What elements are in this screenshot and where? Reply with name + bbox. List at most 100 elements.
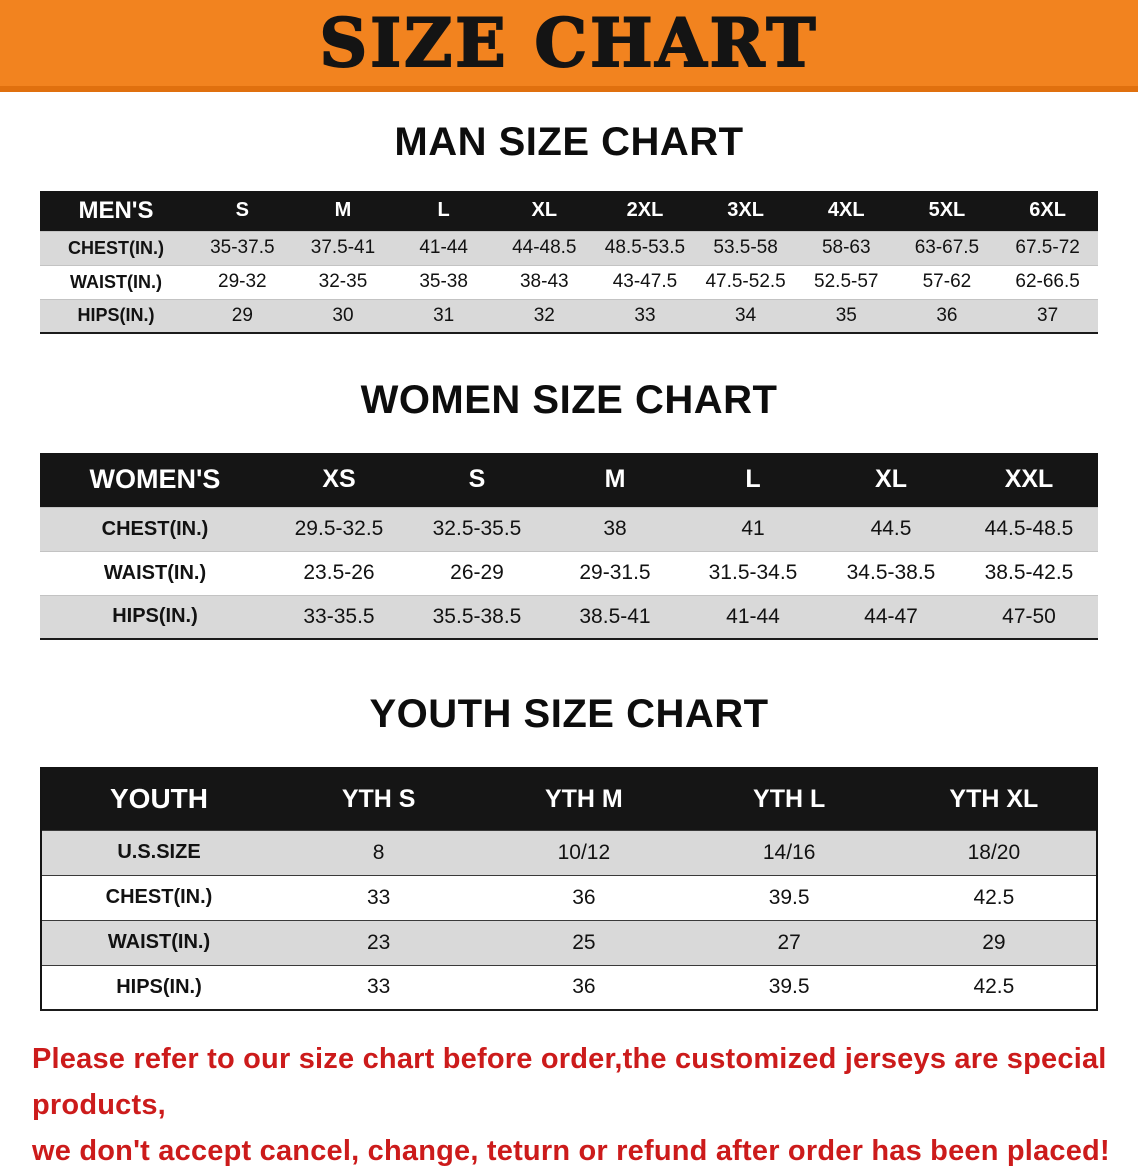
women-section: WOMEN SIZE CHART WOMEN'S XS S M L XL XXL CHEST(… <box>0 378 1138 640</box>
value-cell: 48.5-53.5 <box>594 230 696 265</box>
men-section: MAN SIZE CHART MEN'S S M L XL 2XL 3XL 4XL 5XL 6XL… <box>0 120 1138 334</box>
footer-note: Please refer to our size chart before or… <box>32 1037 1110 1174</box>
table-row: CHEST(IN.) 33 36 39.5 42.5 <box>41 874 1097 920</box>
value-cell: 53.5-58 <box>695 230 796 265</box>
size-header-cell: 6XL <box>997 191 1098 231</box>
table-row: WAIST(IN.) 23 25 27 29 <box>41 919 1097 965</box>
value-cell: 44.5-48.5 <box>960 506 1098 551</box>
value-cell: 35 <box>795 298 897 333</box>
size-header-cell: XXL <box>960 453 1098 507</box>
value-cell: 32-35 <box>292 264 394 299</box>
value-cell: 32.5-35.5 <box>408 506 546 551</box>
row-label-cell: HIPS(IN.) <box>41 964 276 1010</box>
value-cell: 47-50 <box>960 594 1098 639</box>
value-cell: 33 <box>276 964 482 1010</box>
row-label-cell: HIPS(IN.) <box>40 298 192 333</box>
value-cell: 34 <box>695 298 796 333</box>
value-cell: 36 <box>896 298 998 333</box>
value-cell: 44.5 <box>822 506 960 551</box>
value-cell: 41-44 <box>393 230 494 265</box>
table-header-row: WOMEN'S XS S M L XL XXL <box>40 453 1098 507</box>
value-cell: 35-38 <box>393 264 494 299</box>
value-cell: 31 <box>393 298 494 333</box>
youth-section: YOUTH SIZE CHART YOUTH YTH S YTH M YTH L YTH… <box>0 692 1138 1011</box>
row-label-cell: WAIST(IN.) <box>41 919 276 965</box>
row-label-cell: WAIST(IN.) <box>40 264 192 299</box>
value-cell: 23 <box>276 919 482 965</box>
value-cell: 52.5-57 <box>795 264 897 299</box>
value-cell: 67.5-72 <box>997 230 1098 265</box>
table-header-row: MEN'S S M L XL 2XL 3XL 4XL 5XL 6XL <box>40 191 1098 231</box>
value-cell: 36 <box>481 964 687 1010</box>
banner: SIZE CHART <box>0 0 1138 92</box>
table-title-cell: WOMEN'S <box>40 453 270 507</box>
size-header-cell: XL <box>493 191 595 231</box>
size-header-cell: S <box>192 191 293 231</box>
table-header-row: YOUTH YTH S YTH M YTH L YTH XL <box>41 768 1097 830</box>
size-header-cell: S <box>408 453 546 507</box>
value-cell: 38.5-42.5 <box>960 550 1098 595</box>
row-label-cell: CHEST(IN.) <box>40 506 270 551</box>
table-row: WAIST(IN.) 23.5-26 26-29 29-31.5 31.5-34.5 34… <box>40 550 1098 595</box>
youth-size-table: YOUTH YTH S YTH M YTH L YTH XL U.S.SIZE 8 10/12… <box>40 767 1098 1011</box>
value-cell: 36 <box>481 874 687 920</box>
size-header-cell: L <box>684 453 822 507</box>
table-row: HIPS(IN.) 33-35.5 35.5-38.5 38.5-41 41-44 44-… <box>40 594 1098 639</box>
women-size-chart-heading: WOMEN SIZE CHART <box>360 378 778 422</box>
row-label-cell: CHEST(IN.) <box>41 874 276 920</box>
value-cell: 39.5 <box>686 964 892 1010</box>
value-cell: 34.5-38.5 <box>822 550 960 595</box>
value-cell: 39.5 <box>686 874 892 920</box>
size-header-cell: M <box>546 453 684 507</box>
value-cell: 37.5-41 <box>292 230 394 265</box>
size-header-cell: XL <box>822 453 960 507</box>
row-label-cell: CHEST(IN.) <box>40 230 192 265</box>
footer-note-line1: Please refer to our size chart before or… <box>32 1043 1107 1121</box>
value-cell: 10/12 <box>481 829 687 875</box>
value-cell: 29-32 <box>192 264 293 299</box>
value-cell: 57-62 <box>896 264 998 299</box>
value-cell: 33 <box>594 298 696 333</box>
size-chart-title: SIZE CHART <box>319 3 819 83</box>
value-cell: 33 <box>276 874 482 920</box>
value-cell: 31.5-34.5 <box>684 550 822 595</box>
value-cell: 42.5 <box>891 874 1097 920</box>
table-title-cell: YOUTH <box>41 768 276 830</box>
table-row: U.S.SIZE 8 10/12 14/16 18/20 <box>41 829 1097 875</box>
value-cell: 58-63 <box>795 230 897 265</box>
value-cell: 38-43 <box>493 264 595 299</box>
value-cell: 42.5 <box>891 964 1097 1010</box>
table-row: HIPS(IN.) 29 30 31 32 33 34 35 36 37 <box>40 298 1098 333</box>
women-size-table: WOMEN'S XS S M L XL XXL CHEST(IN.) 29.5-32.5 32.5… <box>40 453 1098 640</box>
value-cell: 27 <box>686 919 892 965</box>
value-cell: 44-48.5 <box>493 230 595 265</box>
youth-size-chart-heading: YOUTH SIZE CHART <box>369 692 769 736</box>
value-cell: 30 <box>292 298 394 333</box>
value-cell: 14/16 <box>686 829 892 875</box>
value-cell: 18/20 <box>891 829 1097 875</box>
value-cell: 37 <box>997 298 1098 333</box>
value-cell: 47.5-52.5 <box>695 264 796 299</box>
value-cell: 23.5-26 <box>270 550 408 595</box>
men-size-table: MEN'S S M L XL 2XL 3XL 4XL 5XL 6XL CHEST(IN.) 35-37… <box>40 191 1098 334</box>
table-title-cell: MEN'S <box>40 191 192 231</box>
size-header-cell: M <box>292 191 394 231</box>
value-cell: 35-37.5 <box>192 230 293 265</box>
size-header-cell: XS <box>270 453 408 507</box>
value-cell: 25 <box>481 919 687 965</box>
value-cell: 63-67.5 <box>896 230 998 265</box>
row-label-cell: WAIST(IN.) <box>40 550 270 595</box>
value-cell: 29 <box>192 298 293 333</box>
size-header-cell: YTH XL <box>891 768 1097 830</box>
value-cell: 8 <box>276 829 482 875</box>
row-label-cell: U.S.SIZE <box>41 829 276 875</box>
value-cell: 35.5-38.5 <box>408 594 546 639</box>
size-header-cell: 2XL <box>594 191 696 231</box>
table-row: WAIST(IN.) 29-32 32-35 35-38 38-43 43-47.5 47.… <box>40 264 1098 299</box>
value-cell: 41 <box>684 506 822 551</box>
size-header-cell: YTH M <box>481 768 687 830</box>
man-size-chart-heading: MAN SIZE CHART <box>394 120 744 164</box>
value-cell: 29.5-32.5 <box>270 506 408 551</box>
size-header-cell: 4XL <box>795 191 897 231</box>
value-cell: 38.5-41 <box>546 594 684 639</box>
